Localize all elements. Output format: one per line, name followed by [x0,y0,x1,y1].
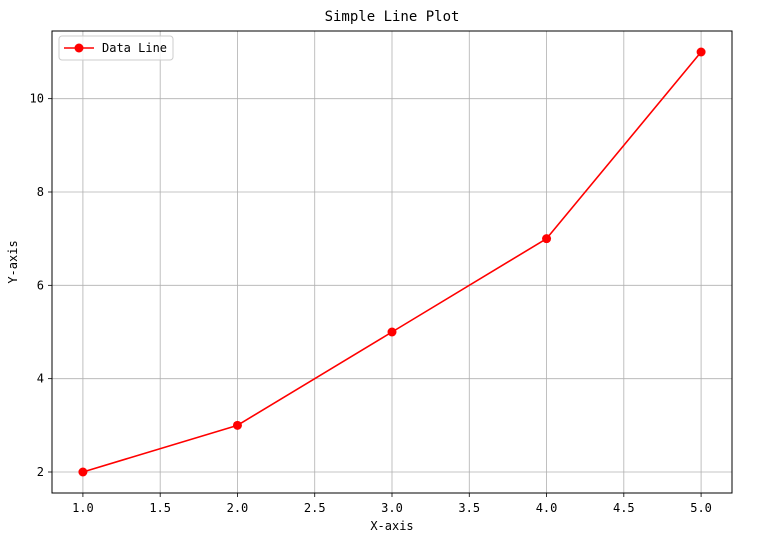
data-point [542,234,552,244]
chart-title: Simple Line Plot [325,9,460,25]
x-axis-label: X-axis [370,519,413,533]
y-axis-label: Y-axis [6,240,20,283]
y-tick-label: 10 [30,92,44,106]
x-tick-label: 2.0 [227,501,249,515]
data-point [78,467,88,477]
y-tick-label: 8 [37,185,44,199]
y-tick-label: 2 [37,465,44,479]
data-point [387,327,397,337]
series-layer [78,47,706,477]
data-point [232,420,242,430]
grid [52,31,732,493]
x-tick-label: 4.0 [536,501,558,515]
axis-ticks: 1.0 1.5 2.0 2.5 3.0 3.5 4.0 4.5 5.0 2 4 6 8 10 [30,92,712,515]
y-tick-label: 6 [37,278,44,292]
data-point [696,47,706,57]
x-tick-label: 4.5 [613,501,635,515]
legend: Data Line [58,35,174,61]
x-tick-label: 5.0 [690,501,712,515]
legend-label: Data Line [102,41,167,55]
legend-marker [74,43,84,53]
legend-box [58,35,174,61]
x-tick-label: 1.0 [72,501,94,515]
x-tick-label: 3.5 [458,501,480,515]
x-tick-label: 3.0 [381,501,403,515]
x-tick-label: 2.5 [304,501,326,515]
x-tick-label: 1.5 [149,501,171,515]
y-tick-label: 4 [37,372,44,386]
